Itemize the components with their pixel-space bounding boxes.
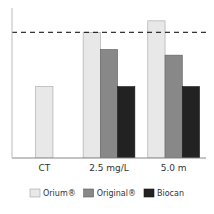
chart: CT 2.5 mg/L 5.0 m Orium® Original® Biocan [0, 0, 214, 214]
x-tick-label: CT [38, 163, 50, 173]
plot-area [12, 21, 206, 158]
legend-swatch [144, 189, 154, 197]
legend-item: Orium® [30, 189, 76, 198]
legend-label: Biocan [157, 189, 184, 198]
legend-item: Biocan [144, 189, 184, 198]
legend-swatch [30, 189, 40, 197]
bar [182, 87, 199, 158]
chart-container: CT 2.5 mg/L 5.0 m Orium® Original® Biocan [0, 0, 214, 214]
legend-label: Orium® [43, 189, 76, 198]
bar [36, 87, 53, 158]
x-tick-label: 5.0 m [161, 163, 187, 173]
legend-item: Original® [84, 189, 136, 198]
bar [83, 32, 100, 158]
legend: Orium® Original® Biocan [30, 189, 184, 198]
legend-swatch [84, 189, 94, 197]
x-tick-label: 2.5 mg/L [89, 163, 129, 173]
legend-label: Original® [97, 189, 136, 198]
bar [118, 87, 135, 158]
reference-line [12, 32, 206, 33]
bar [148, 21, 165, 158]
bar [165, 55, 182, 158]
bar [100, 49, 117, 158]
x-axis-line [12, 158, 206, 159]
y-axis-line [12, 8, 13, 158]
